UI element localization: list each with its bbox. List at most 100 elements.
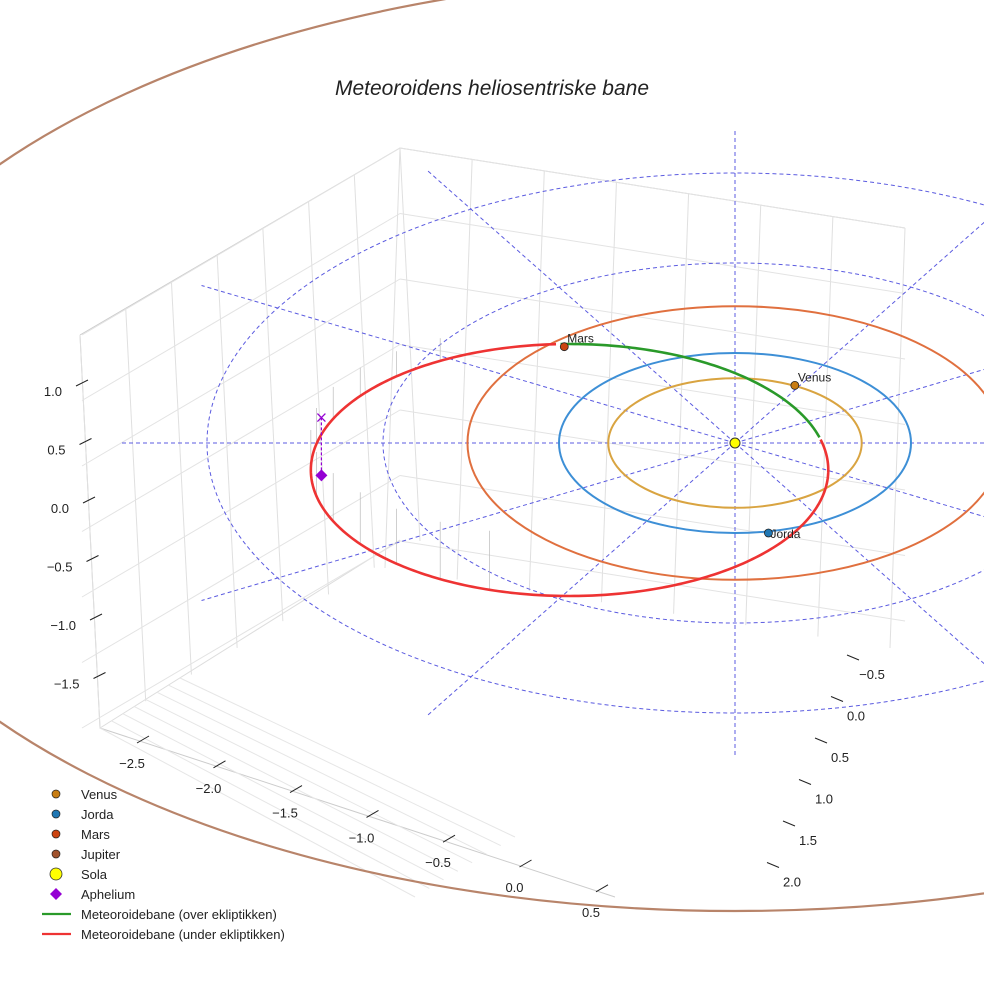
pane-grid-line [673, 193, 690, 614]
y-tick [814, 737, 828, 744]
z-tick [93, 672, 106, 679]
pane-grid-line [81, 409, 401, 598]
y-tick-label: 0.0 [847, 709, 865, 724]
pane-edge [99, 539, 401, 729]
reference-spoke [426, 442, 736, 717]
y-tick [830, 696, 844, 702]
z-tick [82, 496, 96, 504]
pane-grid-line [79, 334, 101, 729]
pane-grid-line [308, 201, 330, 595]
floor-grid-line [145, 698, 473, 864]
pane-grid-line [170, 281, 192, 675]
z-tick [75, 379, 89, 387]
chart-title: Meteoroidens heliosentriske bane [335, 77, 649, 100]
orbit-jorda [558, 352, 912, 534]
meteoroid-orbit-below [309, 342, 830, 598]
y-tick [782, 820, 796, 827]
z-tick-label: −1.0 [50, 618, 76, 633]
pane-grid-line [81, 344, 401, 532]
y-tick [846, 654, 860, 661]
z-tick [79, 438, 92, 445]
orbit-venus [607, 377, 863, 509]
reference-spoke [734, 442, 984, 665]
pane-grid-line [399, 540, 906, 622]
x-tick-label: −0.5 [425, 855, 451, 870]
legend-label: Jorda [81, 807, 114, 822]
pane-grid-line [81, 278, 401, 467]
planet-jorda-marker [764, 528, 773, 538]
z-tick [89, 613, 103, 621]
pane-grid-line [81, 147, 401, 336]
planet-orbits [0, 0, 984, 912]
y-tick-label: −0.5 [859, 667, 885, 682]
pane-grid-line [889, 227, 906, 649]
planet-label: Mars [567, 332, 594, 346]
x-tick-label: −1.0 [349, 830, 375, 845]
pane-grid-line [384, 147, 401, 569]
legend-sun-icon [49, 867, 63, 881]
legend-diamond-icon [50, 888, 62, 900]
floor-grid-line [122, 713, 444, 881]
bodies: Venus Jorda Mars [315, 332, 831, 541]
reference-grid [119, 128, 984, 758]
z-tick-label: 0.5 [47, 443, 65, 458]
pane-grid-line [353, 174, 375, 568]
axis-ticks: 1.0 0.5 0.0 −0.5 −1.0 −1.5 −2.5 −2.0 −1.5 −1.0 −0.… [44, 379, 885, 920]
x-tick [289, 785, 303, 794]
x-tick [136, 735, 150, 744]
pane-grid-line [81, 540, 401, 729]
z-tick-label: 1.0 [44, 384, 62, 399]
x-tick [213, 760, 226, 769]
pane-grid-line [399, 213, 906, 294]
z-tick-label: 0.0 [51, 501, 69, 516]
meteoroid-orbit-below [819, 438, 830, 471]
pane-grid-line [399, 147, 421, 542]
legend: Venus Jorda Mars Jupiter Sola Aphelium Meteoro… [42, 787, 285, 942]
x-tick [442, 834, 456, 843]
pane-grid-line [456, 159, 473, 580]
aphelion-height-marker [316, 413, 326, 423]
legend-label: Sola [81, 867, 108, 882]
pane-grid-line [528, 170, 545, 591]
orbit-mars [466, 305, 984, 581]
y-tick-label: 1.0 [815, 792, 833, 807]
floor-grid-line [111, 720, 430, 889]
meteoroid-orbit [309, 338, 830, 598]
pane-grid-line [81, 475, 401, 663]
z-tick-label: −0.5 [47, 560, 73, 575]
x-tick-label: 0.0 [505, 880, 523, 895]
x-tick-label: −2.5 [119, 756, 145, 771]
y-tick-label: 1.5 [799, 833, 817, 848]
x-tick [595, 884, 609, 893]
reference-ring [206, 172, 984, 714]
legend-dot-icon [51, 789, 61, 799]
legend-label: Mars [81, 827, 110, 842]
pane-edge-top [79, 147, 906, 336]
y-tick-label: 2.0 [783, 875, 801, 890]
reference-spoke [734, 221, 984, 444]
axis-panes [79, 147, 906, 898]
reference-spoke [201, 442, 736, 601]
legend-label: Jupiter [81, 847, 121, 862]
floor-grid-line [168, 684, 501, 847]
legend-dot-icon [51, 809, 61, 819]
pane-grid-line [600, 182, 617, 603]
floor-grid-line [179, 677, 516, 838]
x-tick-label: 0.5 [582, 905, 600, 920]
floor-grid-line [99, 727, 416, 898]
y-tick [798, 779, 812, 785]
planet-label: Jorda [770, 527, 800, 541]
pane-grid-line [81, 213, 401, 401]
pane-grid-line [399, 147, 906, 229]
planet-venus-marker [790, 380, 800, 390]
legend-label: Aphelium [81, 887, 135, 902]
y-tick-label: 0.5 [831, 750, 849, 765]
pane-grid-line [745, 205, 762, 626]
reference-spoke [734, 442, 984, 518]
sun-marker [729, 437, 741, 449]
pane-grid-line [399, 278, 906, 360]
x-tick [366, 809, 379, 818]
legend-label: Meteoroidebane (under ekliptikken) [81, 927, 285, 942]
planet-mars-marker [559, 342, 569, 352]
